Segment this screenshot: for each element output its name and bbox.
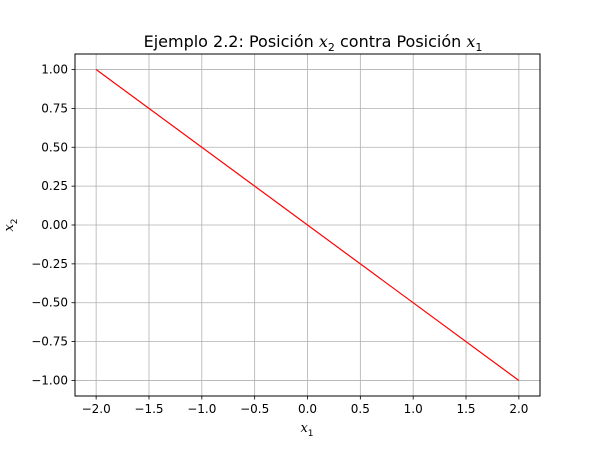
- x-tick-label: 0.5: [351, 402, 370, 416]
- x-tick-label: −1.0: [187, 402, 216, 416]
- series-line: [95, 69, 520, 381]
- y-tick-label: 0.50: [41, 140, 68, 154]
- y-tick-label: 0.75: [41, 101, 68, 115]
- x-tick-label: −0.5: [240, 402, 269, 416]
- x-tick-label: −1.5: [134, 402, 163, 416]
- y-axis-label-sub: 2: [10, 218, 20, 224]
- title-var-a-sub: 2: [328, 41, 335, 54]
- x-axis-label-sub: 1: [308, 429, 314, 439]
- x-tick-label: 1.0: [404, 402, 423, 416]
- y-tick-label: 0.00: [41, 218, 68, 232]
- y-tick-label: −1.00: [31, 373, 68, 387]
- x-tick-label: 0.0: [298, 402, 317, 416]
- x-tick-label: 1.5: [456, 402, 475, 416]
- x-tick-label: −2.0: [82, 402, 111, 416]
- title-middle: contra Posición: [335, 32, 466, 51]
- x-ticks: −2.0 −1.5 −1.0 −0.5 0.0 0.5 1.0 1.5 2.0: [82, 396, 528, 416]
- y-tick-label: 1.00: [41, 63, 68, 77]
- title-var-b-sub: 1: [475, 41, 482, 54]
- title-var-a: x: [319, 32, 328, 51]
- x-tick-label: 2.0: [509, 402, 528, 416]
- y-axis-label: x2: [2, 218, 20, 231]
- y-tick-label: −0.50: [31, 296, 68, 310]
- title-prefix: Ejemplo 2.2: Posición: [144, 32, 319, 51]
- chart-title: Ejemplo 2.2: Posición x2 contra Posición…: [144, 32, 483, 54]
- x-axis-label: x1: [300, 421, 313, 439]
- series-layer: [95, 69, 520, 381]
- y-tick-label: 0.25: [41, 179, 68, 193]
- y-axis-label-var: x: [2, 224, 17, 232]
- title-var-b: x: [466, 32, 475, 51]
- x-axis-label-var: x: [300, 421, 308, 436]
- y-ticks: −1.00 −0.75 −0.50 −0.25 0.00 0.25 0.50 0.75 1.00: [31, 63, 75, 387]
- y-tick-label: −0.75: [31, 335, 68, 349]
- y-tick-label: −0.25: [31, 257, 68, 271]
